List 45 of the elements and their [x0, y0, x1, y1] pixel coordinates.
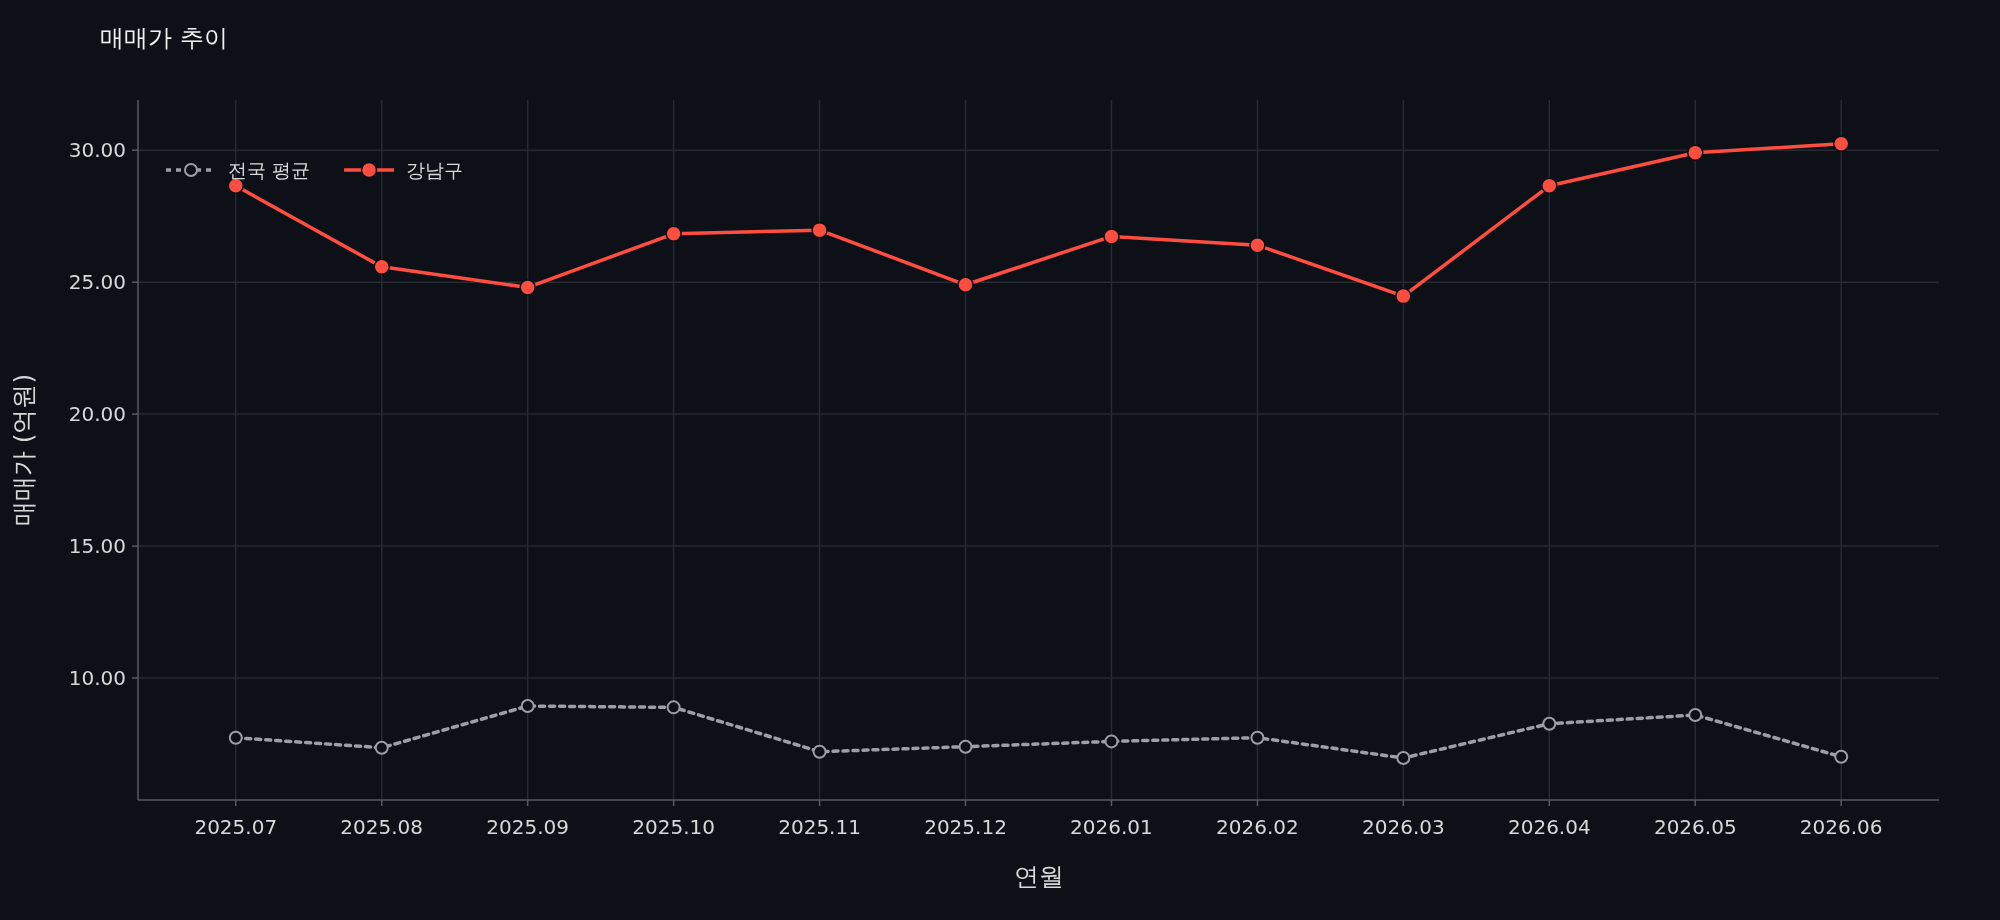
point: [958, 739, 973, 754]
point: [1834, 749, 1849, 764]
point: [1832, 135, 1850, 153]
x-tick-label: 2025.10: [632, 815, 715, 839]
point: [1395, 287, 1412, 305]
x-tick-label: 2026.01: [1070, 815, 1153, 839]
x-tick-label: 2025.07: [194, 815, 278, 839]
y-tick-label: 25.00: [68, 270, 126, 295]
chart-title: 매매가 추이: [100, 24, 228, 52]
x-tick-label: 2026.05: [1653, 815, 1737, 839]
point: [1250, 730, 1265, 745]
x-axis-title: 연월: [1013, 862, 1064, 891]
point: [1396, 751, 1411, 766]
x-tick-label: 2026.02: [1216, 815, 1299, 839]
x-tick-label: 2025.12: [924, 815, 1007, 839]
point: [1103, 228, 1120, 245]
point: [1104, 734, 1119, 749]
x-tick-label: 2026.04: [1507, 815, 1591, 839]
point: [1542, 716, 1557, 731]
point: [520, 699, 535, 714]
point: [665, 225, 682, 243]
point: [1541, 177, 1558, 195]
x-tick-label: 2025.11: [778, 815, 861, 839]
point: [1687, 144, 1704, 162]
x-tick-label: 2026.03: [1362, 815, 1445, 839]
point: [373, 258, 390, 276]
point: [957, 276, 974, 294]
legend-label: 전국 평균: [228, 159, 311, 181]
y-tick-label: 15.00: [68, 534, 126, 559]
point: [228, 730, 243, 745]
x-tick-label: 2025.08: [340, 815, 424, 839]
x-tick-label: 2025.09: [486, 815, 570, 839]
x-tick-label: 2026.06: [1799, 815, 1883, 839]
point: [374, 740, 389, 755]
point: [1688, 708, 1703, 723]
y-axis-title: 매매가 (억원): [9, 373, 38, 527]
point: [812, 744, 827, 759]
point: [519, 279, 536, 296]
y-tick-label: 10.00: [68, 666, 126, 691]
point: [811, 221, 828, 239]
y-tick-label: 30.00: [68, 138, 126, 163]
legend-label: 강남구: [406, 159, 464, 181]
y-tick-label: 20.00: [68, 402, 126, 427]
point: [1249, 236, 1266, 254]
point: [666, 700, 681, 715]
